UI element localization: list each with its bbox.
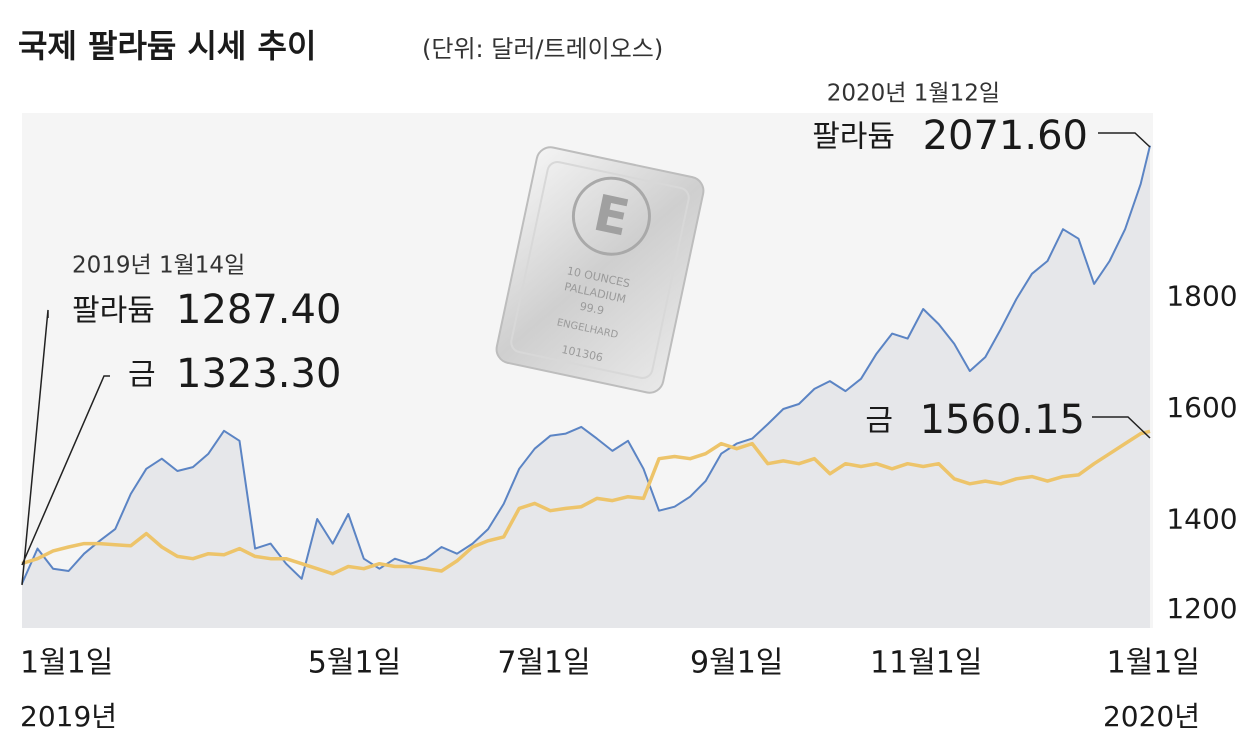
- end-date: 2020년 1월12일: [827, 81, 1000, 107]
- start-value: 1323.30: [176, 351, 341, 397]
- year-label: 2020년: [1103, 700, 1200, 733]
- x-tick-label: 5월1일: [308, 646, 401, 681]
- leader-line: [21, 309, 49, 586]
- series-line: [21, 145, 1151, 585]
- y-tick-label: 1400: [1166, 503, 1237, 536]
- end-value: 2071.60: [923, 113, 1088, 159]
- y-tick-label: 1600: [1166, 391, 1237, 424]
- x-tick-label: 1월1일: [1107, 646, 1200, 681]
- series-name: 금: [128, 358, 156, 393]
- start-value: 1287.40: [176, 287, 341, 333]
- series-name: 팔라듐: [812, 120, 895, 155]
- series-line: [21, 429, 1151, 576]
- x-tick-label: 7월1일: [497, 646, 590, 681]
- leader-line: [1092, 416, 1151, 439]
- plot: [21, 145, 1151, 628]
- leader-line: [1098, 132, 1151, 148]
- leader-line: [21, 375, 110, 566]
- x-tick-label: 11월1일: [870, 646, 982, 681]
- x-tick-label: 9월1일: [690, 646, 783, 681]
- bar-text: 99.9: [578, 300, 605, 318]
- y-tick-label: 1200: [1166, 592, 1237, 625]
- chart-title: 국제 팔라듐 시세 추이: [18, 27, 316, 65]
- year-label: 2019년: [20, 700, 117, 733]
- start-date: 2019년 1월14일: [72, 253, 245, 279]
- y-tick-label: 1800: [1166, 279, 1237, 312]
- palladium-bar-image: E 10 OUNCES PALLADIUM 99.9 ENGELHARD 101…: [495, 146, 705, 394]
- series-name: 팔라듐: [72, 294, 155, 329]
- x-tick-label: 1월1일: [20, 646, 113, 681]
- chart-subtitle: (단위: 달러/트레이오스): [422, 35, 663, 63]
- series-name: 금: [865, 404, 893, 439]
- end-value: 1560.15: [920, 397, 1085, 443]
- area: [22, 145, 1150, 628]
